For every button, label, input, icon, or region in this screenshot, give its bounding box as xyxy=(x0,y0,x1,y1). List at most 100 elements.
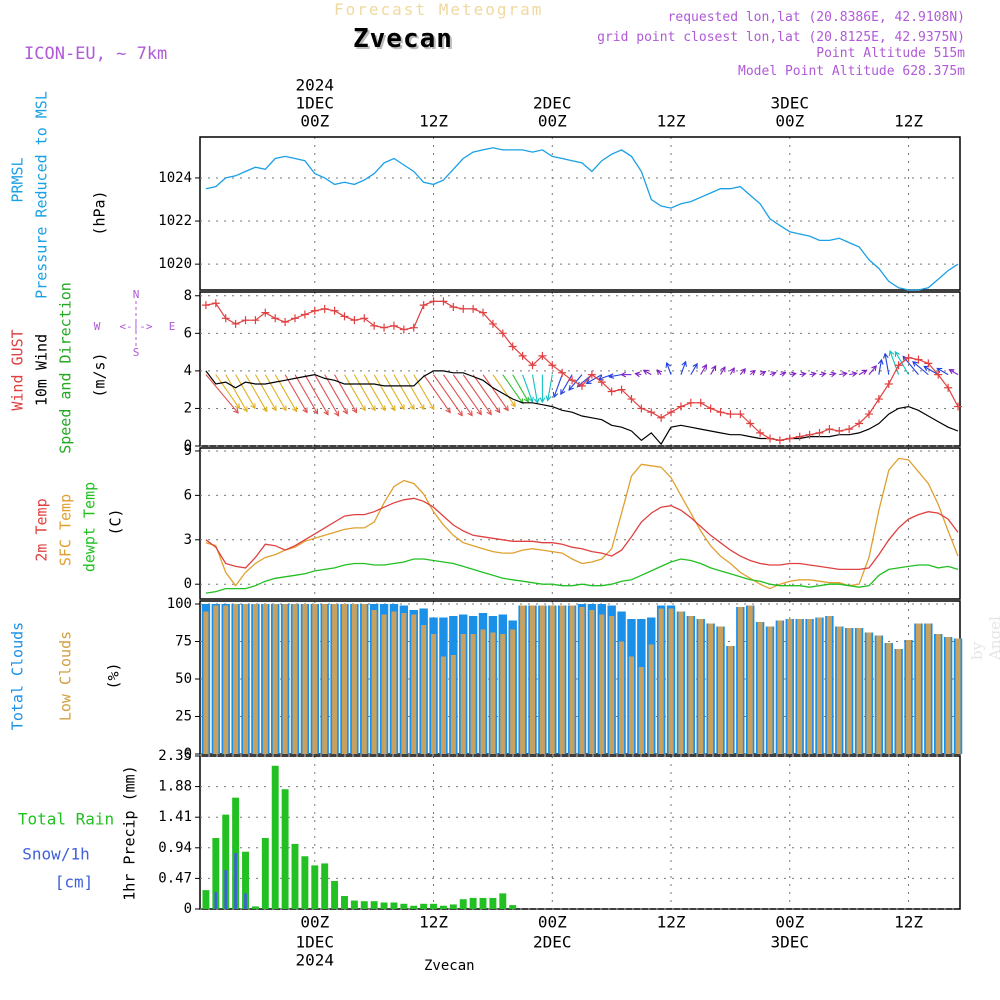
y-tick-label: 1022 xyxy=(158,213,192,229)
wind-10m-line xyxy=(205,370,959,446)
wind-arrow-head xyxy=(334,410,340,417)
rain-label: Total Rain xyxy=(18,810,114,829)
rain-bar xyxy=(321,863,329,909)
top-time-label: 00Z xyxy=(775,112,804,131)
wind-gust-marker xyxy=(291,314,299,323)
wind-arrow-head xyxy=(312,408,319,415)
wind-gust-marker xyxy=(508,342,517,351)
low-cloud-bar xyxy=(658,608,664,754)
rain-bar xyxy=(261,838,269,909)
wind-gust-marker xyxy=(488,319,497,328)
wind-arrow-head xyxy=(665,361,671,368)
rain-bar xyxy=(469,897,477,909)
wind-arrow-head xyxy=(281,405,287,412)
wind-gust-marker xyxy=(459,304,468,313)
wind-arrow-head xyxy=(912,361,919,367)
low-cloud-bar xyxy=(866,632,872,754)
wind-gust-marker xyxy=(577,381,586,390)
temp-dew-line xyxy=(205,558,959,594)
low-cloud-bar xyxy=(826,616,832,754)
low-cloud-bar xyxy=(421,625,427,754)
wind-arrow xyxy=(586,374,603,384)
rain-bar xyxy=(242,851,249,909)
wind-gust-marker xyxy=(716,408,725,417)
wind-gust-marker xyxy=(746,419,755,428)
clouds-unit: (%) xyxy=(105,662,123,689)
rain-bar xyxy=(430,903,438,909)
low-cloud-bar xyxy=(797,619,803,754)
wind-arrow-head xyxy=(429,404,435,411)
bottom-time-label: 12Z xyxy=(419,913,448,932)
wind-arrow xyxy=(413,374,435,410)
low-cloud-bar xyxy=(767,626,773,754)
wind-arrow-head xyxy=(380,405,386,412)
wind-gust-marker xyxy=(528,361,537,370)
wind-gust-marker xyxy=(558,368,567,377)
wind-gust-marker xyxy=(518,351,527,360)
rain-bar xyxy=(331,881,339,909)
bottom-time-label: 00Z xyxy=(300,913,329,932)
wind-gust-marker xyxy=(676,402,685,411)
wind-gust-marker xyxy=(449,303,458,312)
low-cloud-bar xyxy=(242,604,249,754)
wind-gust-marker xyxy=(934,370,943,379)
low-cloud-bar xyxy=(233,604,239,754)
wind-gust-marker xyxy=(944,383,953,392)
low-cloud-bar xyxy=(272,604,278,754)
wind-arrow xyxy=(839,372,847,376)
y-tick-label: 0 xyxy=(184,746,192,762)
wind-gust-line xyxy=(205,300,959,442)
low-cloud-bar xyxy=(252,604,258,754)
compass-north: N xyxy=(133,288,140,301)
low-cloud-bar xyxy=(262,604,268,754)
wind-gust-marker xyxy=(439,297,448,306)
wind-gust-marker xyxy=(251,316,260,325)
top-time-label: 00Z xyxy=(538,112,567,131)
wind-arrow xyxy=(344,374,366,411)
wind-arrow xyxy=(522,374,533,402)
low-cloud-bar xyxy=(559,605,565,754)
wind-arrow-head xyxy=(457,410,463,417)
wind-gust-marker xyxy=(785,434,794,443)
low-cloud-bar xyxy=(460,634,466,754)
wind-gust-marker xyxy=(479,308,488,317)
wind-gust-marker xyxy=(954,402,963,411)
wind-arrow xyxy=(324,374,348,414)
low-cloud-bar xyxy=(302,604,308,754)
wind-arrow-head xyxy=(552,391,559,399)
wind-gust-marker xyxy=(657,413,666,422)
rain-bar xyxy=(410,905,418,909)
top-date-label: 1DEC xyxy=(296,94,335,113)
rain-bar xyxy=(271,765,279,909)
wind-arrow xyxy=(245,374,268,412)
low-cloud-bar xyxy=(361,604,367,754)
wind-arrow xyxy=(560,374,573,395)
wind-arrow xyxy=(215,374,240,409)
wind-arrow-head xyxy=(302,407,308,414)
rain-bar xyxy=(370,901,378,909)
y-tick-label: 50 xyxy=(175,671,192,687)
wind-gust-marker xyxy=(815,428,824,437)
rain-bar xyxy=(449,904,457,909)
requested-coordinates: requested lon,lat (20.8386E, 42.9108N) xyxy=(667,10,965,25)
low-cloud-bar xyxy=(292,604,298,754)
wind-arrow-head xyxy=(841,371,848,377)
temp-unit: (C) xyxy=(107,508,125,535)
wind-arrow-head xyxy=(701,363,707,370)
low-cloud-bar xyxy=(915,623,921,754)
snow-bar xyxy=(244,893,247,909)
wind-arrow-head xyxy=(729,367,735,374)
wind-arrow xyxy=(363,374,386,411)
wind-gust-marker xyxy=(271,314,280,323)
wind-arrow xyxy=(700,364,707,375)
signature-watermark: by Angel xyxy=(968,616,1000,660)
wind-arrow-head xyxy=(250,403,256,410)
wind-arrow-head xyxy=(894,350,900,357)
y-tick-label: 100 xyxy=(167,596,192,612)
rain-bar xyxy=(202,890,210,909)
wind-gust-marker xyxy=(310,306,319,315)
low-cloud-bar xyxy=(480,629,486,754)
low-cloud-bar xyxy=(569,605,575,754)
wind-gust-marker xyxy=(419,301,428,310)
wind-arrow xyxy=(254,374,277,411)
